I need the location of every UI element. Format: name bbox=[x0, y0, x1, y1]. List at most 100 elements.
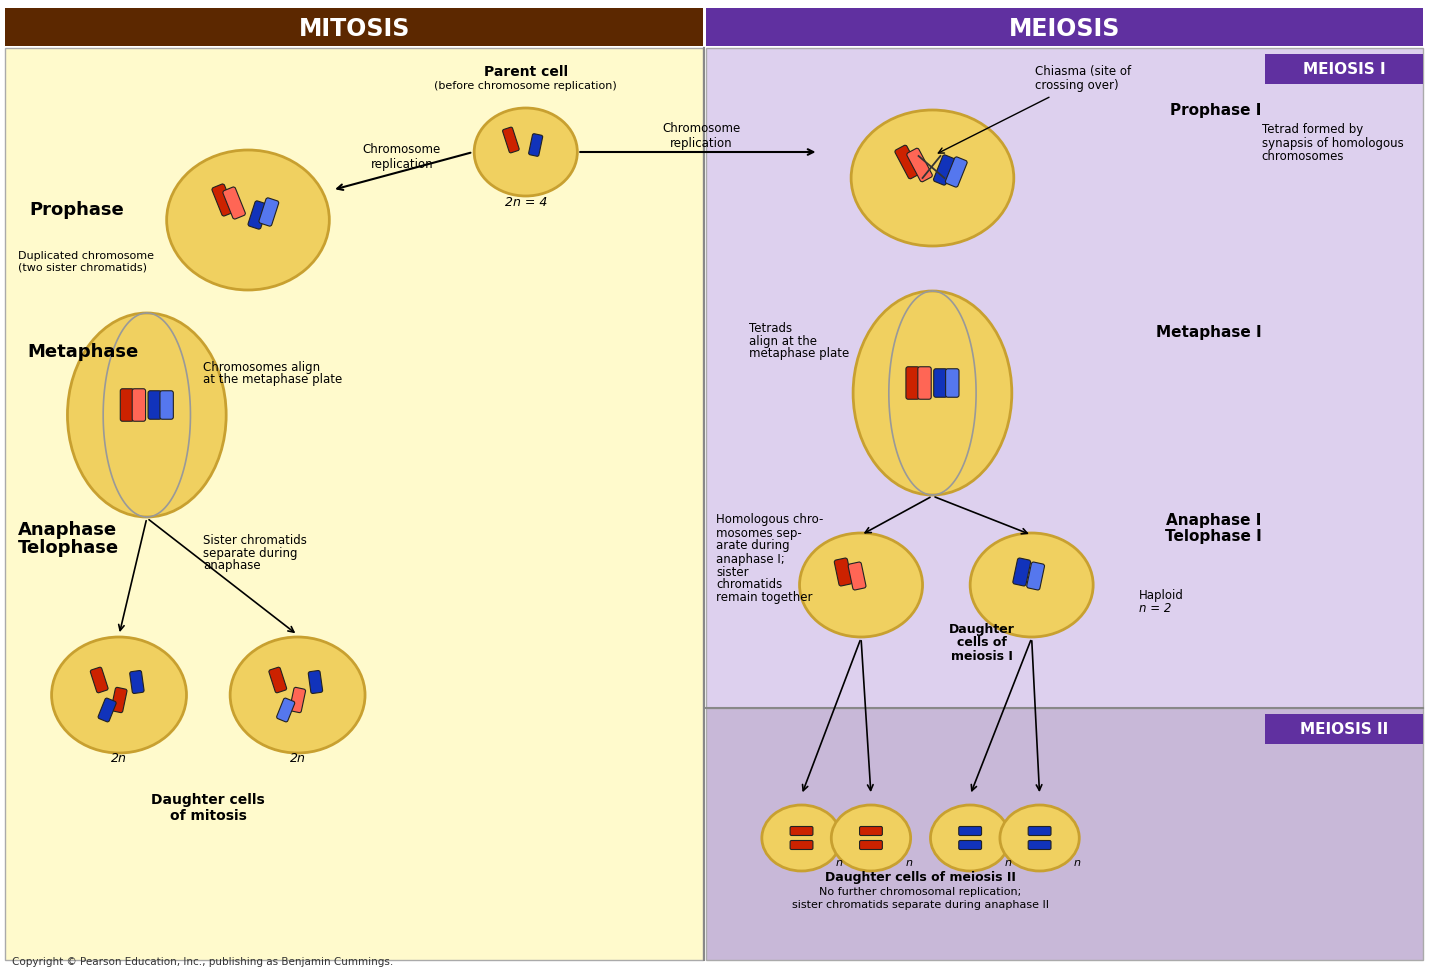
Text: Prophase: Prophase bbox=[30, 201, 124, 219]
Text: crossing over): crossing over) bbox=[1034, 78, 1119, 92]
FancyBboxPatch shape bbox=[248, 201, 268, 229]
FancyBboxPatch shape bbox=[160, 390, 173, 420]
Text: Chromosomes align: Chromosomes align bbox=[203, 361, 321, 375]
Text: 2n: 2n bbox=[289, 752, 305, 764]
Ellipse shape bbox=[852, 291, 1012, 495]
Text: n: n bbox=[1074, 858, 1081, 868]
Text: Daughter: Daughter bbox=[949, 624, 1015, 636]
Ellipse shape bbox=[999, 805, 1079, 871]
FancyBboxPatch shape bbox=[946, 369, 959, 397]
Bar bbox=[706, 8, 1424, 46]
Text: Sister chromatids: Sister chromatids bbox=[203, 534, 307, 547]
FancyBboxPatch shape bbox=[1028, 840, 1051, 849]
Text: cells of: cells of bbox=[958, 636, 1007, 649]
FancyBboxPatch shape bbox=[503, 127, 520, 153]
FancyBboxPatch shape bbox=[148, 390, 161, 420]
FancyBboxPatch shape bbox=[860, 840, 883, 849]
Text: Haploid: Haploid bbox=[1139, 589, 1184, 601]
FancyBboxPatch shape bbox=[91, 668, 108, 693]
Text: synapsis of homologous: synapsis of homologous bbox=[1261, 137, 1404, 149]
Text: at the metaphase plate: at the metaphase plate bbox=[203, 374, 343, 386]
Bar bbox=[4, 8, 703, 46]
Text: Homologous chro-: Homologous chro- bbox=[716, 513, 824, 526]
Text: Chromosome
replication: Chromosome replication bbox=[662, 122, 740, 150]
FancyBboxPatch shape bbox=[959, 827, 982, 835]
Text: Anaphase I: Anaphase I bbox=[1166, 512, 1261, 527]
FancyBboxPatch shape bbox=[121, 388, 134, 422]
Ellipse shape bbox=[831, 805, 910, 871]
Bar bbox=[706, 708, 1424, 960]
Text: of mitosis: of mitosis bbox=[170, 809, 246, 823]
FancyBboxPatch shape bbox=[98, 698, 117, 722]
Text: n: n bbox=[906, 858, 912, 868]
Ellipse shape bbox=[762, 805, 841, 871]
Text: MEIOSIS: MEIOSIS bbox=[1008, 17, 1120, 41]
Text: n: n bbox=[1004, 858, 1011, 868]
FancyBboxPatch shape bbox=[933, 369, 948, 397]
FancyBboxPatch shape bbox=[276, 698, 295, 722]
Ellipse shape bbox=[52, 637, 187, 753]
Ellipse shape bbox=[230, 637, 366, 753]
Text: Metaphase: Metaphase bbox=[27, 343, 140, 361]
Ellipse shape bbox=[930, 805, 1009, 871]
FancyBboxPatch shape bbox=[130, 671, 144, 694]
FancyBboxPatch shape bbox=[907, 148, 932, 182]
Text: Metaphase I: Metaphase I bbox=[1156, 326, 1261, 341]
FancyBboxPatch shape bbox=[132, 388, 145, 422]
FancyBboxPatch shape bbox=[906, 367, 919, 399]
FancyBboxPatch shape bbox=[259, 198, 279, 226]
Text: Telophase: Telophase bbox=[17, 539, 120, 557]
FancyBboxPatch shape bbox=[1027, 562, 1044, 590]
Text: n = 2: n = 2 bbox=[1139, 601, 1171, 615]
Ellipse shape bbox=[851, 110, 1014, 246]
Text: Telophase I: Telophase I bbox=[1165, 530, 1261, 545]
Text: chromosomes: chromosomes bbox=[1261, 149, 1345, 162]
Text: Prophase I: Prophase I bbox=[1171, 102, 1261, 117]
FancyBboxPatch shape bbox=[945, 157, 968, 187]
FancyBboxPatch shape bbox=[111, 687, 127, 712]
Text: mosomes sep-: mosomes sep- bbox=[716, 526, 802, 540]
Text: chromatids: chromatids bbox=[716, 579, 782, 591]
Text: meiosis I: meiosis I bbox=[952, 649, 1012, 663]
Text: anaphase I;: anaphase I; bbox=[716, 552, 785, 565]
Text: No further chromosomal replication;: No further chromosomal replication; bbox=[819, 887, 1022, 897]
Text: Chromosome
replication: Chromosome replication bbox=[363, 143, 441, 171]
Text: Chiasma (site of: Chiasma (site of bbox=[1034, 65, 1130, 78]
Text: arate during: arate during bbox=[716, 540, 789, 552]
Text: n: n bbox=[835, 858, 842, 868]
Text: align at the: align at the bbox=[749, 335, 816, 347]
FancyBboxPatch shape bbox=[860, 827, 883, 835]
FancyBboxPatch shape bbox=[894, 145, 920, 179]
Text: Copyright © Pearson Education, Inc., publishing as Benjamin Cummings.: Copyright © Pearson Education, Inc., pub… bbox=[12, 957, 393, 967]
Text: MEIOSIS I: MEIOSIS I bbox=[1303, 62, 1385, 77]
Text: 2n = 4: 2n = 4 bbox=[504, 195, 547, 209]
Text: MITOSIS: MITOSIS bbox=[298, 17, 410, 41]
Ellipse shape bbox=[167, 150, 330, 290]
FancyBboxPatch shape bbox=[528, 134, 543, 156]
Text: anaphase: anaphase bbox=[203, 559, 261, 573]
FancyBboxPatch shape bbox=[834, 558, 852, 586]
Text: Tetrad formed by: Tetrad formed by bbox=[1261, 124, 1364, 137]
Bar bbox=[1264, 714, 1424, 744]
FancyBboxPatch shape bbox=[933, 155, 955, 185]
Bar bbox=[1264, 54, 1424, 84]
Text: separate during: separate during bbox=[203, 547, 298, 559]
FancyBboxPatch shape bbox=[289, 687, 305, 712]
Ellipse shape bbox=[971, 533, 1093, 637]
Text: Parent cell: Parent cell bbox=[484, 65, 567, 79]
FancyBboxPatch shape bbox=[308, 671, 323, 694]
FancyBboxPatch shape bbox=[212, 183, 235, 216]
Text: metaphase plate: metaphase plate bbox=[749, 347, 850, 360]
FancyBboxPatch shape bbox=[1028, 827, 1051, 835]
Text: Duplicated chromosome: Duplicated chromosome bbox=[17, 251, 154, 261]
Bar bbox=[4, 48, 703, 960]
Text: 2n: 2n bbox=[111, 752, 127, 764]
Text: remain together: remain together bbox=[716, 591, 812, 604]
FancyBboxPatch shape bbox=[223, 187, 245, 219]
FancyBboxPatch shape bbox=[959, 840, 982, 849]
Text: (two sister chromatids): (two sister chromatids) bbox=[17, 263, 147, 273]
FancyBboxPatch shape bbox=[791, 840, 814, 849]
Text: Daughter cells: Daughter cells bbox=[151, 793, 265, 807]
FancyBboxPatch shape bbox=[1012, 558, 1031, 586]
Text: sister: sister bbox=[716, 565, 749, 579]
